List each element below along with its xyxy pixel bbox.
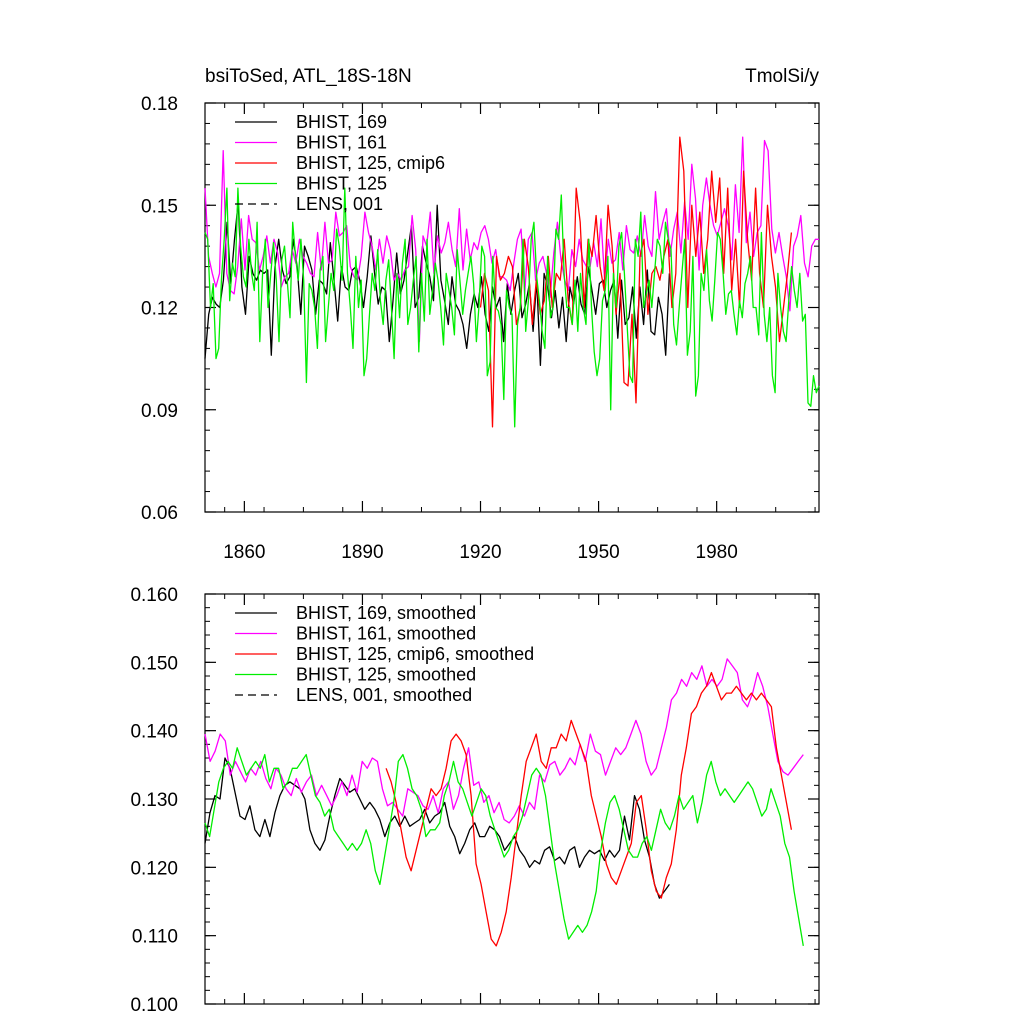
y-tick-label: 0.18 <box>141 94 178 115</box>
legend-label: BHIST, 125 <box>296 174 387 194</box>
legend-label: BHIST, 125, smoothed <box>296 665 476 685</box>
y-tick-label: 0.120 <box>130 858 178 879</box>
chart-title: bsiToSed, ATL_18S-18N <box>205 66 412 87</box>
legend-label: LENS, 001 <box>296 194 383 214</box>
legend-label: BHIST, 161 <box>296 133 387 153</box>
top-panel: 0.06 0.09 0.12 0.15 0.18 1860 1890 1920 1950 1980… <box>141 66 820 563</box>
series-line <box>204 757 670 899</box>
y-tick-label: 0.15 <box>141 196 178 217</box>
chart-units: TmolSi/y <box>745 66 819 87</box>
x-tick-label: 1860 <box>223 542 265 563</box>
series-line <box>204 201 671 367</box>
bottom-panel: 0.100 0.110 0.120 0.130 0.140 0.150 0.160 BHIST… <box>130 585 820 1016</box>
series-line <box>204 187 820 428</box>
y-tick-label: 0.130 <box>130 790 178 811</box>
y-tick-label: 0.100 <box>130 995 178 1016</box>
y-tick-label: 0.150 <box>130 653 178 674</box>
y-tick-label: 0.110 <box>132 927 178 948</box>
y-tick-label: 0.12 <box>141 299 178 320</box>
y-tick-label: 0.160 <box>130 585 178 606</box>
x-tick-label: 1920 <box>459 542 501 563</box>
legend-label: LENS, 001, smoothed <box>296 685 472 705</box>
legend-label: BHIST, 125, cmip6 <box>296 153 445 173</box>
x-tick-label: 1980 <box>696 542 738 563</box>
y-tick-label: 0.09 <box>141 401 178 422</box>
x-tick-label: 1950 <box>577 542 619 563</box>
legend-label: BHIST, 169, smoothed <box>296 603 476 623</box>
legend-label: BHIST, 161, smoothed <box>296 624 476 644</box>
series-line <box>385 671 793 947</box>
series-line <box>204 658 804 824</box>
x-tick-label: 1890 <box>341 542 383 563</box>
series-line <box>204 136 819 343</box>
legend-label: BHIST, 169 <box>296 112 387 132</box>
y-tick-label: 0.140 <box>130 722 178 743</box>
legend-label: BHIST, 125, cmip6, smoothed <box>296 644 534 664</box>
series-line <box>204 747 804 947</box>
y-tick-label: 0.06 <box>141 503 178 524</box>
